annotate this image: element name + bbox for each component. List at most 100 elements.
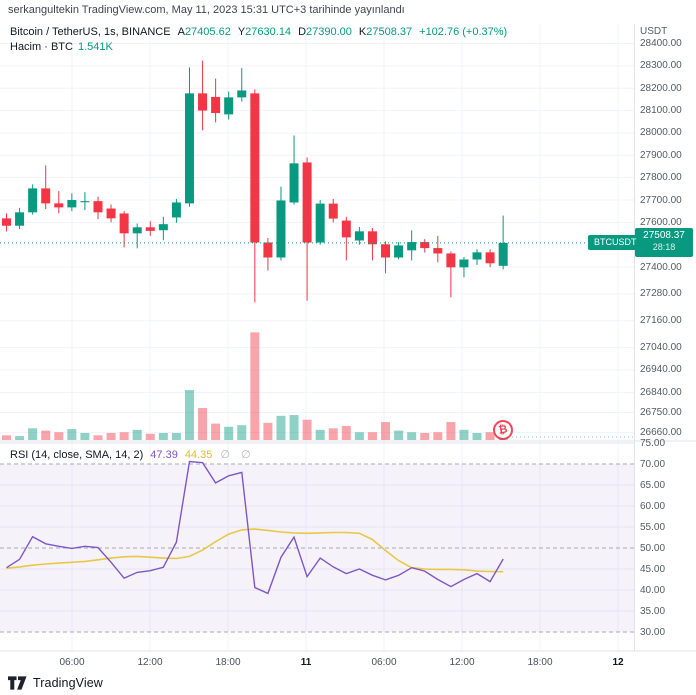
price-tick-label: 26940.00 <box>640 364 682 376</box>
ohlc-high: Y27630.14 <box>237 26 292 38</box>
candle-body <box>80 201 90 203</box>
volume-bar <box>28 428 38 440</box>
volume-bar <box>276 415 286 440</box>
rsi-tick-label: 60.00 <box>640 500 666 512</box>
candle-body <box>250 93 260 243</box>
volume-bar <box>354 432 364 440</box>
price-tick-label: 27700.00 <box>640 194 682 206</box>
candle-body <box>472 252 482 260</box>
candle-body <box>211 96 221 114</box>
candle-body <box>459 259 469 268</box>
volume-bar <box>263 422 273 440</box>
rsi-tick-label: 55.00 <box>640 521 666 533</box>
candle-body <box>381 244 391 258</box>
time-tick-label: 06:00 <box>59 657 85 668</box>
symbol-price-flag[interactable]: BTCUSDT <box>588 235 643 251</box>
volume-bar <box>289 415 299 440</box>
rsi-ma-value: 44.35 <box>184 449 213 461</box>
volume-bar <box>2 435 11 440</box>
tradingview-logo-icon <box>8 676 27 690</box>
candle-body <box>341 220 351 238</box>
candle-body <box>433 248 443 254</box>
price-tick-label: 28100.00 <box>640 105 682 117</box>
rsi-tick-label: 75.00 <box>640 437 666 449</box>
candle-body <box>407 242 417 251</box>
volume-bar <box>459 429 469 440</box>
volume-bar <box>119 432 129 440</box>
rsi-tick-label: 35.00 <box>640 605 666 617</box>
time-tick-label: 12:00 <box>449 657 475 668</box>
price-tick-label: 27400.00 <box>640 261 682 273</box>
volume-bar <box>67 429 77 440</box>
volume-bar <box>211 423 221 440</box>
price-tick-label: 26750.00 <box>640 406 682 418</box>
volume-bar <box>15 436 25 440</box>
price-tick-label: 28000.00 <box>640 127 682 139</box>
candle-body <box>263 242 273 258</box>
time-tick-label: 18:00 <box>527 657 553 668</box>
price-tick-label: 27900.00 <box>640 149 682 161</box>
ohlc-close: K27508.37 <box>358 26 413 38</box>
candle-body <box>15 212 25 226</box>
current-price: 27508.37 <box>643 229 685 241</box>
volume-bar <box>446 422 456 440</box>
candle-body <box>171 202 181 218</box>
volume-bar <box>198 408 208 440</box>
candle-body <box>106 208 116 219</box>
volume-bar <box>145 433 155 440</box>
rsi-tick-label: 50.00 <box>640 542 666 554</box>
candle-body <box>354 231 364 241</box>
ohlc-open: A27405.62 <box>177 26 231 38</box>
candle-body <box>224 97 234 115</box>
candle-body <box>289 163 299 203</box>
candle-body <box>446 253 456 268</box>
price-axis-unit: USDT <box>640 26 668 37</box>
candle-body <box>315 203 325 243</box>
rsi-line <box>6 460 504 595</box>
candle-body <box>2 218 11 226</box>
price-tick-label: 27160.00 <box>640 315 682 327</box>
volume-bar <box>250 332 260 440</box>
price-tick-label: 28300.00 <box>640 60 682 72</box>
footer-branding[interactable]: TradingView <box>8 676 103 690</box>
current-price-badge[interactable]: 27508.37 28:18 <box>635 227 693 257</box>
rsi-legend[interactable]: RSI (14, close, SMA, 14, 2) 47.39 44.35 ∅ ∅ <box>10 448 255 461</box>
candle-body <box>145 227 155 231</box>
time-tick-label: 06:00 <box>371 657 397 668</box>
volume-bar <box>158 432 168 440</box>
candle-body <box>67 200 77 208</box>
volume-legend[interactable]: Hacim · BTC 1.541K <box>10 41 113 53</box>
candle-body <box>485 252 495 264</box>
ohlc-low: D27390.00 <box>298 26 352 38</box>
volume-bar <box>106 432 116 440</box>
rsi-title[interactable]: RSI (14, close, SMA, 14, 2) <box>10 449 144 461</box>
symbol-legend[interactable]: Bitcoin / TetherUS, 1s, BINANCE A27405.62… <box>10 26 507 38</box>
rsi-tick-label: 70.00 <box>640 458 666 470</box>
rsi-empty-values: ∅ ∅ <box>220 449 255 461</box>
volume-bar <box>41 430 51 440</box>
candle-body <box>132 227 142 234</box>
rsi-tick-label: 40.00 <box>640 584 666 596</box>
candle-body <box>276 200 286 258</box>
chart-canvas[interactable] <box>0 0 696 654</box>
time-tick-label: 18:00 <box>215 657 241 668</box>
volume-bar <box>237 425 247 440</box>
time-tick-label: 12 <box>612 657 624 668</box>
volume-bar <box>341 425 351 440</box>
published-caption: serkangultekin TradingView.com, May 11, … <box>8 4 405 16</box>
rsi-tick-label: 65.00 <box>640 479 666 491</box>
volume-bar <box>381 422 391 440</box>
volume-bar <box>302 419 312 440</box>
candle-body <box>394 245 404 258</box>
symbol-title[interactable]: Bitcoin / TetherUS, 1s, BINANCE <box>10 26 171 38</box>
volume-bar <box>472 432 482 440</box>
price-tick-label: 26660.00 <box>640 427 682 439</box>
rsi-ma-line <box>6 528 504 573</box>
tradingview-brand-text: TradingView <box>33 676 103 690</box>
price-tick-label: 27280.00 <box>640 288 682 300</box>
price-tick-label: 28200.00 <box>640 82 682 94</box>
price-tick-label: 26840.00 <box>640 386 682 398</box>
volume-bar <box>328 428 338 440</box>
volume-bar <box>485 432 495 440</box>
